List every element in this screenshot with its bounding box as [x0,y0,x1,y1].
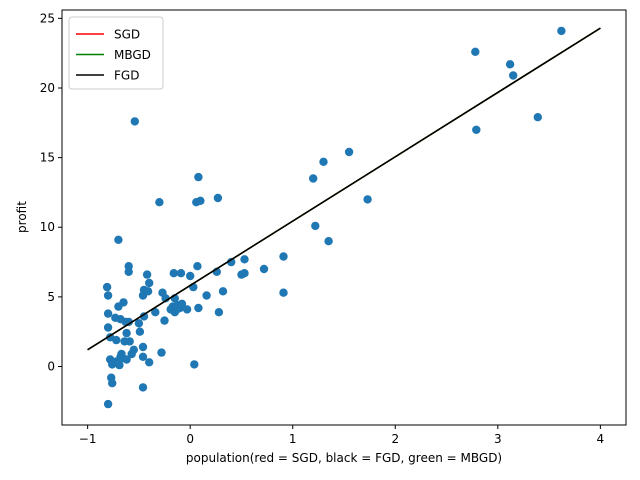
data-point [169,269,178,278]
data-point [151,308,160,317]
legend: SGD MBGD FGD [68,16,164,90]
data-point [311,221,320,231]
data-point [115,360,124,370]
data-point [309,174,318,183]
data-point [114,235,123,244]
data-point [324,237,333,246]
data-point [363,195,372,204]
data-point [240,269,249,278]
data-point [190,360,199,369]
data-point [509,71,518,80]
data-point [259,264,269,274]
data-point [279,252,288,261]
x-tick-label: 0 [186,432,194,446]
data-point [344,147,354,157]
data-point [135,327,145,336]
data-point [227,257,236,267]
legend-label-mbgd: MBGD [114,48,151,62]
data-point [125,337,134,346]
x-axis-label: population(red = SGD, black = FGD, green… [186,451,502,465]
legend-label-fgd: FGD [114,69,139,83]
data-point [194,172,203,182]
legend-frame [68,16,164,90]
y-axis-label: profit [15,201,29,233]
data-point [157,348,166,357]
data-point [102,282,112,292]
data-point [124,262,133,271]
data-point [145,278,154,288]
data-point [145,358,154,367]
y-tick-label: 15 [40,151,55,165]
data-point [218,287,228,296]
data-point [557,26,566,36]
data-point [138,383,148,392]
data-point [176,269,186,278]
data-point [214,308,224,317]
data-point [505,60,515,69]
data-point [196,196,205,205]
data-point [472,125,481,134]
data-point [138,352,148,361]
data-point [186,271,195,281]
data-point [202,291,211,300]
data-point [138,342,148,352]
data-point [142,270,152,279]
y-tick-label: 25 [40,11,55,25]
data-point [182,305,192,314]
data-point [177,299,187,308]
data-point [103,291,113,300]
data-point [134,319,144,328]
data-point [122,328,131,338]
data-point [103,309,113,318]
x-tick-label: 1 [289,432,297,446]
data-point [143,287,153,296]
data-points [102,26,566,409]
x-tick-label: −1 [79,432,97,446]
x-tick-label: 2 [391,432,399,446]
data-point [194,303,203,313]
data-point [124,317,133,327]
data-point [240,255,249,264]
line-fgd [87,27,601,351]
data-point [155,198,164,207]
data-point [103,323,113,332]
plot-frame [61,9,627,426]
data-point [119,298,128,307]
x-tick-label: 3 [494,432,502,446]
data-point [129,345,138,354]
data-point [130,117,139,126]
data-point [193,262,202,271]
data-point [160,316,169,325]
y-tick-label: 5 [47,290,55,304]
y-tick-label: 20 [40,81,55,95]
data-point [108,379,117,388]
data-point [213,193,223,203]
data-point [122,355,131,364]
x-tick-label: 4 [597,432,605,446]
y-axis-ticks: 0 5 10 15 20 25 [40,11,62,374]
data-point [471,47,480,56]
data-point [533,113,542,122]
y-tick-label: 0 [47,360,55,374]
data-point [279,288,288,297]
data-point [139,312,149,321]
regression-lines [87,27,601,351]
x-axis-ticks: −1 0 1 2 3 4 [79,425,604,446]
data-point [112,335,121,345]
y-tick-label: 10 [40,220,55,234]
data-point [319,157,328,166]
legend-label-sgd: SGD [114,28,140,42]
data-point [103,399,113,409]
